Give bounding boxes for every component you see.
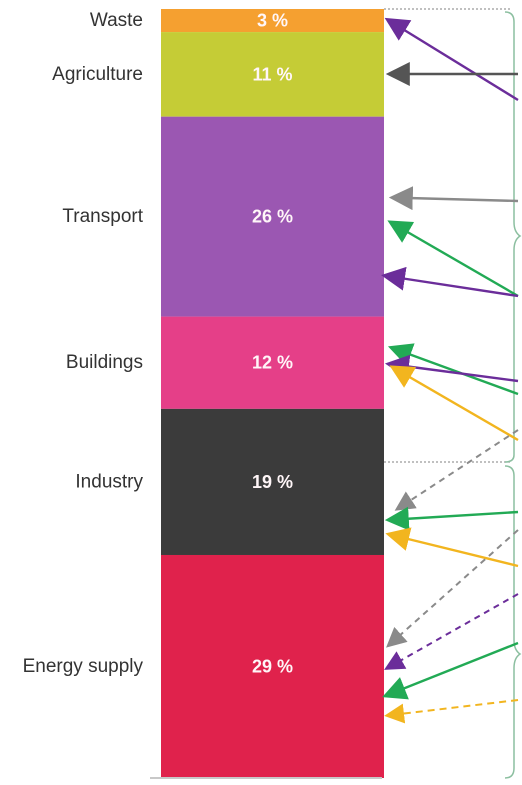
- bar-segment-energy-supply: [161, 554, 384, 778]
- bar-segment-buildings: [161, 316, 384, 409]
- arrow-green-transport: [387, 220, 519, 298]
- percent-label-agriculture: 11 %: [252, 64, 292, 84]
- arrow-purple-transport: [381, 266, 519, 298]
- bar-segment-agriculture: [161, 32, 384, 117]
- arrow-gray-transport: [388, 186, 519, 211]
- bar-segment-transport: [161, 116, 384, 317]
- percent-labels: 3 % 11 % 26 % 12 % 19 % 29 %: [252, 11, 293, 677]
- category-label-industry: Industry: [75, 471, 143, 492]
- category-label-agriculture: Agriculture: [52, 64, 143, 85]
- arrow-purple-buildings: [384, 354, 519, 383]
- category-label-energy-supply: Energy supply: [23, 656, 144, 677]
- annotation-layer: [150, 8, 522, 779]
- arrow-purple-waste: [384, 17, 519, 102]
- bar-segment-waste: [161, 9, 384, 33]
- percent-label-energy-supply: 29 %: [252, 656, 293, 676]
- arrow-green-energy: [382, 641, 519, 700]
- category-label-waste: Waste: [90, 10, 143, 31]
- category-label-buildings: Buildings: [66, 352, 143, 373]
- arrow-gray-dashed-industry: [394, 429, 519, 511]
- arrow-yellow-buildings: [389, 365, 519, 442]
- arrow-gray-dashed-energy: [386, 529, 519, 648]
- category-labels: Waste Agriculture Transport Buildings Indust…: [23, 10, 144, 677]
- arrow-green-industry: [384, 506, 519, 531]
- arrow-purple-dashed-energy: [384, 593, 519, 670]
- bar-segments: [161, 9, 384, 778]
- percent-label-waste: 3 %: [257, 11, 288, 31]
- percent-label-transport: 26 %: [252, 207, 293, 227]
- arrow-yellow-industry: [385, 527, 519, 568]
- bracket-upper: [504, 11, 522, 463]
- bracket-lower: [504, 465, 522, 779]
- percent-label-industry: 19 %: [252, 472, 293, 492]
- category-label-transport: Transport: [62, 206, 143, 227]
- percent-label-buildings: 12 %: [252, 353, 293, 373]
- bar-segment-industry: [161, 408, 384, 555]
- arrow-yellow-dashed-energy: [384, 699, 519, 724]
